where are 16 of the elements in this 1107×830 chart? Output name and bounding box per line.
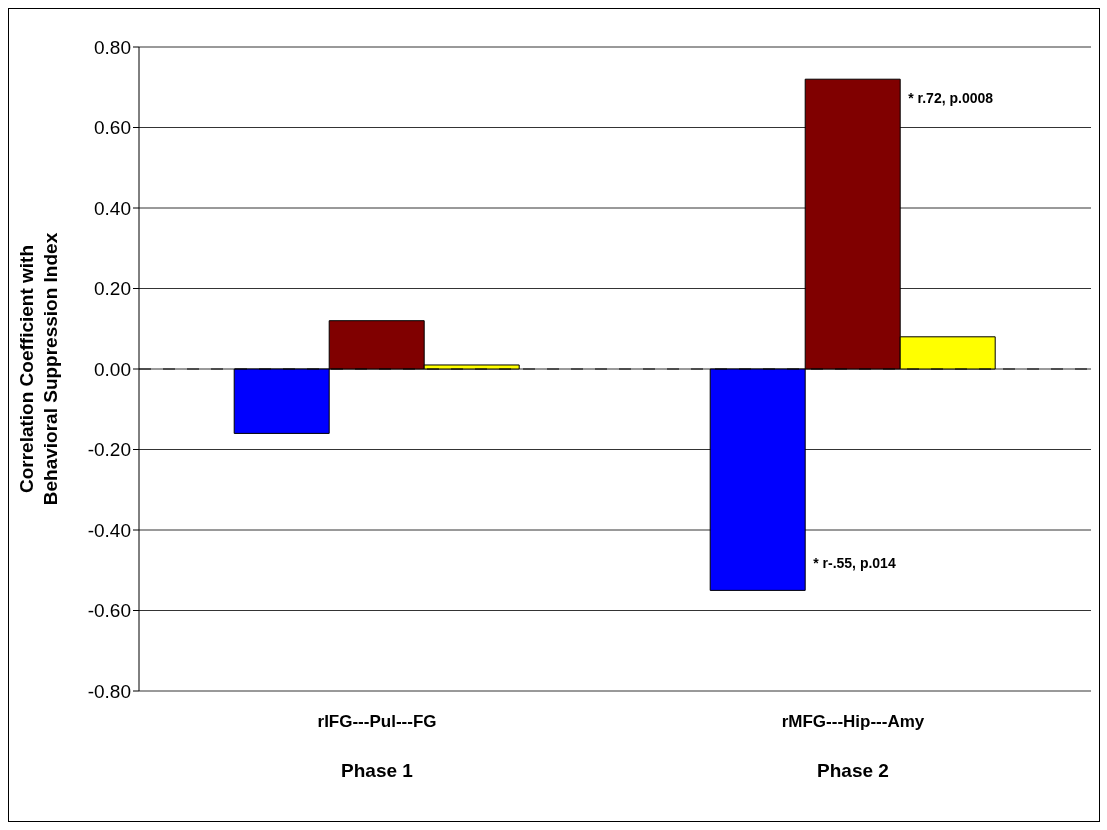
y-tick-label: -0.80 [87, 680, 131, 702]
annotation: * r.72, p.0008 [908, 90, 994, 107]
y-tick-label: -0.40 [87, 519, 131, 541]
y-axis-title: Correlation Coefficient with Behavioral Suppression Index [16, 232, 61, 506]
y-tick-label: 0.60 [94, 117, 131, 139]
x-tick-label: rMFG---Hip---Amy [781, 712, 925, 731]
annotation: * r-.55, p.014 [813, 555, 896, 572]
text: Phase 1 [341, 760, 414, 781]
y-tick-label: -0.20 [87, 439, 131, 461]
y-tick-label: 0.00 [94, 358, 131, 380]
y-tick-label: 0.20 [94, 278, 131, 300]
y-tick-label: 0.80 [94, 36, 131, 58]
text: Phase 2 [817, 760, 889, 781]
y-tick-label: 0.40 [94, 197, 131, 219]
x-tick-label: rIFG---Pul---FG [317, 712, 437, 731]
y-tick-label: -0.60 [87, 600, 131, 622]
